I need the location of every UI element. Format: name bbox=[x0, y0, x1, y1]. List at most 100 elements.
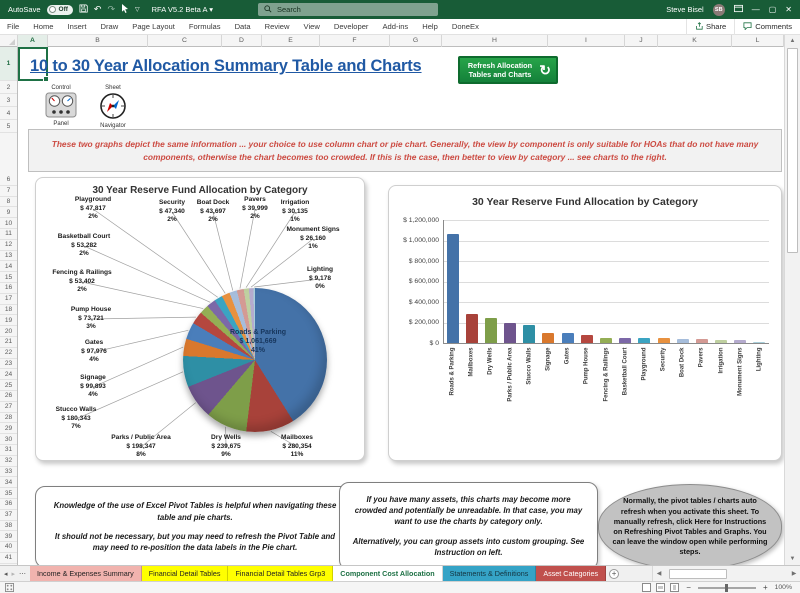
note-oval-right[interactable]: Normally, the pivot tables / charts auto… bbox=[598, 484, 782, 570]
row-header-31[interactable]: 31 bbox=[0, 445, 17, 456]
column-header-C[interactable]: C bbox=[148, 35, 222, 47]
column-header-G[interactable]: G bbox=[390, 35, 442, 47]
row-header-22[interactable]: 22 bbox=[0, 348, 17, 359]
row-header-23[interactable]: 23 bbox=[0, 359, 17, 370]
column-header-B[interactable]: B bbox=[48, 35, 148, 47]
vertical-scrollbar[interactable]: ▲ ▼ bbox=[784, 35, 800, 565]
avatar[interactable]: SB bbox=[712, 3, 725, 16]
ribbon-tab-file[interactable]: File bbox=[7, 21, 20, 31]
row-header-7[interactable]: 7 bbox=[0, 186, 17, 197]
accessibility-status-icon[interactable] bbox=[0, 583, 14, 592]
autosave-toggle[interactable]: Off bbox=[46, 4, 73, 15]
ribbon-tab-page-layout[interactable]: Page Layout bbox=[132, 21, 175, 31]
row-header-33[interactable]: 33 bbox=[0, 467, 17, 478]
ribbon-tab-add-ins[interactable]: Add-ins bbox=[382, 21, 409, 31]
new-sheet-button[interactable]: + bbox=[606, 566, 622, 581]
row-header-30[interactable]: 30 bbox=[0, 434, 17, 445]
column-header-D[interactable]: D bbox=[222, 35, 262, 47]
user-name[interactable]: Steve Bisel bbox=[666, 5, 704, 14]
maximize-button[interactable]: ▢ bbox=[768, 4, 777, 14]
row-header-34[interactable]: 34 bbox=[0, 477, 17, 489]
sheet-tab-statements-definitions[interactable]: Statements & Definitions bbox=[442, 566, 537, 581]
row-header-37[interactable]: 37 bbox=[0, 510, 17, 521]
row-header-3[interactable]: 3 bbox=[0, 94, 17, 107]
row-header-4[interactable]: 4 bbox=[0, 107, 17, 120]
pie-chart[interactable]: 30 Year Reserve Fund Allocation by Categ… bbox=[35, 177, 365, 461]
scroll-left-icon[interactable]: ◀ bbox=[656, 571, 662, 577]
row-header-2[interactable]: 2 bbox=[0, 81, 17, 94]
row-header-26[interactable]: 26 bbox=[0, 391, 17, 402]
row-header-19[interactable]: 19 bbox=[0, 315, 17, 327]
column-header-H[interactable]: H bbox=[442, 35, 548, 47]
select-all-corner[interactable] bbox=[0, 35, 18, 47]
page-layout-view-icon[interactable] bbox=[656, 583, 666, 592]
sheet-nav-more-icon[interactable]: ⋯ bbox=[19, 570, 27, 578]
sheet-nav-left-icon[interactable]: ◂ bbox=[4, 570, 8, 578]
redo-icon[interactable]: ↷ bbox=[107, 4, 116, 14]
row-header-5[interactable]: 5 bbox=[0, 120, 17, 133]
row-header-1[interactable]: 1 bbox=[0, 47, 17, 81]
column-header-F[interactable]: F bbox=[320, 35, 390, 47]
row-header-32[interactable]: 32 bbox=[0, 456, 17, 467]
row-header-40[interactable]: 40 bbox=[0, 542, 17, 553]
horizontal-scrollbar[interactable]: ◀ ▶ bbox=[652, 566, 800, 581]
sheet-tab-financial-detail-tables-grp3[interactable]: Financial Detail Tables Grp3 bbox=[228, 566, 334, 581]
sheet-tab-financial-detail-tables[interactable]: Financial Detail Tables bbox=[141, 566, 229, 581]
row-header-36[interactable]: 36 bbox=[0, 499, 17, 510]
row-header-8[interactable]: 8 bbox=[0, 197, 17, 208]
ribbon-display-options-icon[interactable] bbox=[733, 4, 743, 15]
row-header-25[interactable]: 25 bbox=[0, 380, 17, 391]
zoom-level[interactable]: 100% bbox=[774, 584, 792, 591]
horizontal-scroll-thumb[interactable] bbox=[669, 568, 727, 579]
sheet-tab-income-expenses-summary[interactable]: Income & Expenses Summary bbox=[30, 566, 142, 581]
control-panel-button[interactable]: Control Panel bbox=[38, 84, 84, 129]
sheet-tab-asset-categories[interactable]: Asset Categories bbox=[536, 566, 607, 581]
refresh-allocation-button[interactable]: Refresh Allocation Tables and Charts ↻ bbox=[458, 56, 558, 84]
ribbon-tab-doneex[interactable]: DoneEx bbox=[451, 21, 479, 31]
column-header-K[interactable]: K bbox=[658, 35, 732, 47]
sheet-tab-component-cost-allocation[interactable]: Component Cost Allocation bbox=[333, 566, 443, 581]
row-header-21[interactable]: 21 bbox=[0, 337, 17, 348]
row-header-17[interactable]: 17 bbox=[0, 294, 17, 305]
search-input[interactable]: Search bbox=[258, 3, 438, 16]
scroll-down-icon[interactable]: ▼ bbox=[789, 556, 796, 562]
row-header-27[interactable]: 27 bbox=[0, 402, 17, 413]
row-header-9[interactable]: 9 bbox=[0, 207, 17, 219]
row-header-6[interactable]: 6 bbox=[0, 175, 17, 186]
zoom-in-button[interactable]: + bbox=[762, 583, 768, 592]
row-header-11[interactable]: 11 bbox=[0, 229, 17, 240]
column-header-L[interactable]: L bbox=[732, 35, 784, 47]
column-header-E[interactable]: E bbox=[262, 35, 320, 47]
comments-button[interactable]: Comments bbox=[734, 18, 800, 35]
row-header-38[interactable]: 38 bbox=[0, 521, 17, 532]
ribbon-tab-formulas[interactable]: Formulas bbox=[188, 21, 221, 31]
scroll-right-icon[interactable]: ▶ bbox=[791, 571, 797, 577]
vertical-scroll-thumb[interactable] bbox=[787, 48, 798, 253]
row-header-13[interactable]: 13 bbox=[0, 251, 17, 262]
row-header-12[interactable]: 12 bbox=[0, 240, 17, 251]
zoom-slider-thumb[interactable] bbox=[724, 583, 728, 592]
row-header-28[interactable]: 28 bbox=[0, 413, 17, 424]
ribbon-tab-help[interactable]: Help bbox=[422, 21, 438, 31]
row-header-14[interactable]: 14 bbox=[0, 261, 17, 273]
share-button[interactable]: Share bbox=[686, 18, 734, 35]
row-header-20[interactable]: 20 bbox=[0, 326, 17, 337]
sheet-nav-right-icon[interactable]: ▸ bbox=[11, 570, 16, 578]
row-header-15[interactable]: 15 bbox=[0, 272, 17, 283]
row-header-39[interactable]: 39 bbox=[0, 531, 17, 543]
undo-icon[interactable]: ↶ bbox=[93, 4, 102, 14]
ribbon-tab-draw[interactable]: Draw bbox=[100, 21, 119, 31]
ribbon-tab-developer[interactable]: Developer bbox=[333, 21, 369, 31]
zoom-slider[interactable] bbox=[697, 583, 756, 592]
column-header-I[interactable]: I bbox=[548, 35, 625, 47]
quick-access-chevron-icon[interactable]: ▽ bbox=[135, 6, 140, 13]
ribbon-tab-insert[interactable]: Insert bbox=[67, 21, 87, 31]
scroll-up-icon[interactable]: ▲ bbox=[789, 38, 796, 44]
normal-view-icon[interactable] bbox=[642, 583, 652, 592]
page-break-view-icon[interactable] bbox=[670, 583, 680, 592]
minimize-button[interactable]: — bbox=[751, 4, 760, 14]
bar-chart[interactable]: 30 Year Reserve Fund Allocation by Categ… bbox=[388, 185, 782, 461]
row-header-41[interactable]: 41 bbox=[0, 553, 17, 564]
row-header-10[interactable]: 10 bbox=[0, 218, 17, 229]
column-header-A[interactable]: A bbox=[18, 35, 48, 47]
